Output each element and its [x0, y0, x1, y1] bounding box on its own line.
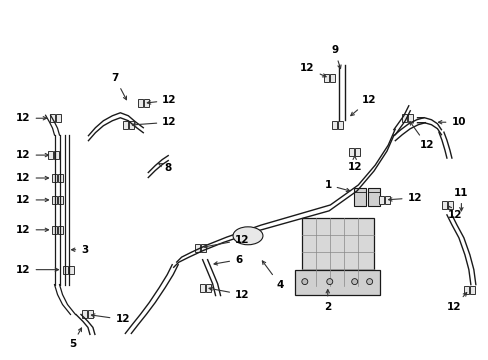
Text: 12: 12 — [132, 117, 176, 127]
Bar — [441, 201, 446, 209]
Bar — [48, 151, 53, 159]
Circle shape — [301, 279, 307, 285]
Text: 12: 12 — [147, 95, 176, 105]
Text: 6: 6 — [214, 255, 242, 265]
Text: 12: 12 — [91, 314, 130, 324]
Text: 12: 12 — [350, 95, 375, 116]
Bar — [69, 266, 74, 274]
Text: 12: 12 — [446, 293, 466, 311]
Bar — [367, 188, 379, 206]
Text: 3: 3 — [71, 245, 88, 255]
Bar — [348, 148, 353, 156]
Bar — [331, 121, 337, 129]
Bar — [200, 244, 205, 252]
Circle shape — [351, 279, 357, 285]
Text: 9: 9 — [330, 45, 341, 69]
Text: 12: 12 — [16, 265, 59, 275]
Bar — [294, 270, 379, 294]
Text: 8: 8 — [159, 163, 171, 173]
Bar — [407, 114, 412, 122]
Bar — [138, 99, 142, 107]
Text: 11: 11 — [453, 188, 468, 211]
Bar — [129, 121, 134, 129]
Text: 12: 12 — [16, 150, 48, 160]
Text: 12: 12 — [16, 113, 46, 123]
Bar — [194, 244, 199, 252]
Bar — [52, 226, 57, 234]
Text: 12: 12 — [388, 193, 421, 203]
Bar — [205, 284, 210, 292]
Bar — [88, 310, 93, 319]
Text: 5: 5 — [69, 328, 81, 350]
Text: 12: 12 — [447, 206, 461, 220]
Text: 7: 7 — [111, 73, 126, 100]
Bar — [469, 285, 474, 293]
Bar — [447, 201, 452, 209]
Text: 1: 1 — [324, 180, 349, 192]
Bar — [329, 75, 335, 82]
Bar — [58, 226, 63, 234]
Bar — [52, 174, 57, 182]
Text: 12: 12 — [300, 63, 325, 77]
Bar — [52, 196, 57, 204]
Text: 12: 12 — [16, 225, 48, 235]
Text: 4: 4 — [262, 261, 283, 289]
Bar — [58, 174, 63, 182]
Bar — [301, 218, 373, 285]
Bar — [324, 75, 328, 82]
Bar — [385, 196, 389, 204]
Text: 12: 12 — [16, 173, 48, 183]
Text: 12: 12 — [347, 156, 361, 172]
Ellipse shape — [233, 227, 263, 245]
Text: 12: 12 — [209, 287, 249, 300]
Bar — [54, 151, 59, 159]
Bar — [82, 310, 87, 319]
Bar — [378, 196, 383, 204]
Circle shape — [326, 279, 332, 285]
Bar — [338, 121, 343, 129]
Bar — [353, 188, 365, 206]
Text: 12: 12 — [203, 235, 249, 248]
Bar — [122, 121, 127, 129]
Bar — [199, 284, 204, 292]
Bar — [143, 99, 148, 107]
Text: 10: 10 — [438, 117, 465, 127]
Text: 2: 2 — [324, 289, 331, 311]
Bar — [354, 148, 360, 156]
Bar — [50, 114, 55, 122]
Circle shape — [366, 279, 372, 285]
Bar — [58, 196, 63, 204]
Text: 12: 12 — [16, 195, 48, 205]
Bar — [463, 285, 468, 293]
Bar — [63, 266, 68, 274]
Bar — [56, 114, 61, 122]
Text: 12: 12 — [409, 122, 433, 150]
Bar — [401, 114, 406, 122]
